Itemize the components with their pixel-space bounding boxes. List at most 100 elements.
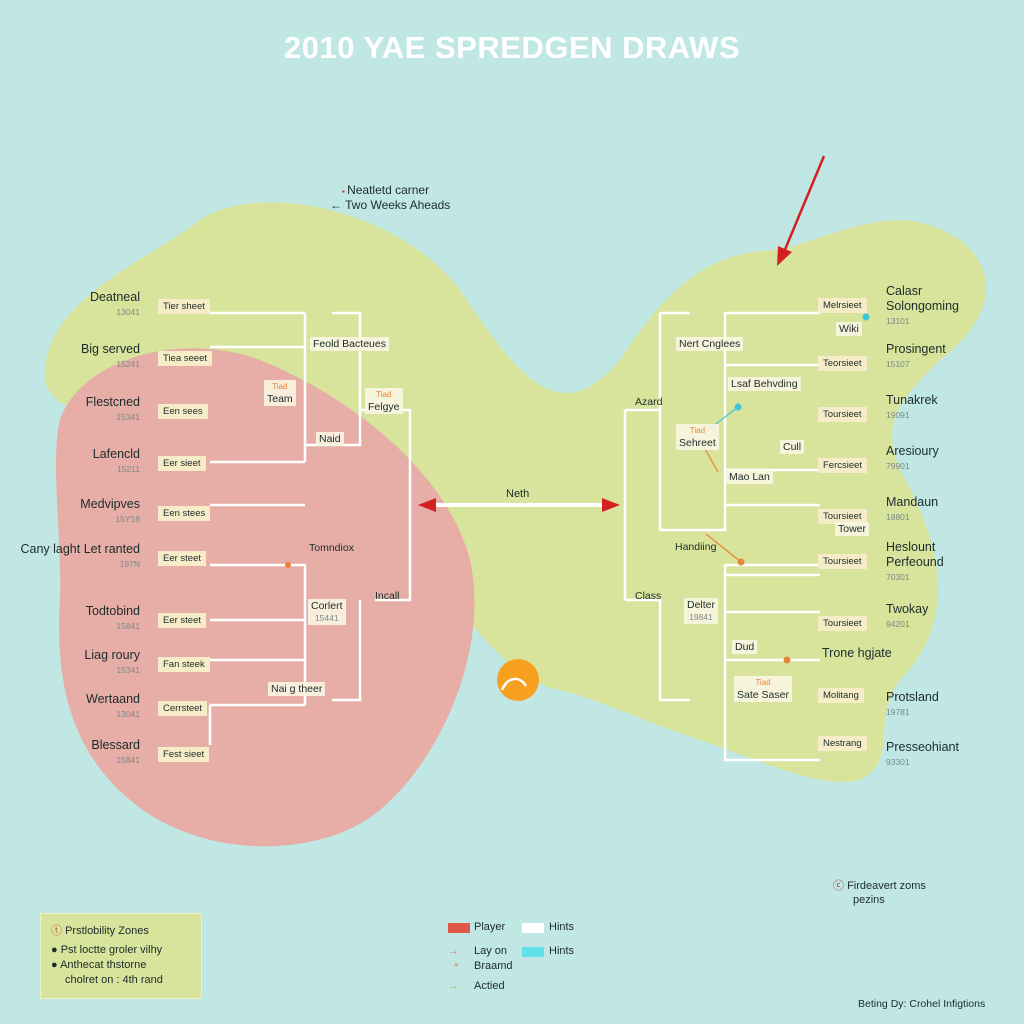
round-text: Sehreet bbox=[679, 437, 716, 449]
tag-text: Eer sieet bbox=[163, 458, 201, 469]
round-text: Wiki bbox=[839, 323, 859, 335]
round-label: Tiad Sehreet bbox=[676, 424, 719, 450]
tier-tag: Nestrang bbox=[818, 736, 867, 751]
player-swatch bbox=[448, 923, 470, 933]
round-text: Delter bbox=[687, 599, 716, 611]
player-name: Protsland 19781 bbox=[886, 690, 1006, 720]
round-label: Nert Cnglees bbox=[676, 337, 744, 351]
legend-title: ⓣ Prstlobility Zones bbox=[51, 925, 149, 937]
tag-text: Teorsieet bbox=[823, 358, 862, 369]
player-name: Presseohiant 93301 bbox=[886, 740, 1006, 770]
tag-text: Fest sieet bbox=[163, 749, 205, 760]
round-label: Mao Lan bbox=[726, 470, 773, 484]
tag-text: Een sees bbox=[163, 406, 203, 417]
seed: 13101 bbox=[886, 316, 910, 326]
seed: 79901 bbox=[886, 461, 910, 471]
player-name-text: Deatneal bbox=[89, 290, 140, 304]
player-name-text: Medvipves bbox=[80, 497, 140, 511]
round-label: Corlert 15441 bbox=[308, 599, 346, 625]
player-name: Twokay 94201 bbox=[886, 602, 1006, 632]
player-name-text: Trone hgjate bbox=[822, 646, 892, 660]
seed: 15241 bbox=[116, 359, 140, 369]
player-name: Deatneal 13041 bbox=[90, 290, 140, 320]
player-name-text: Presseohiant bbox=[886, 740, 959, 754]
tag-text: Fan steek bbox=[163, 659, 205, 670]
round-label: Tiad Team bbox=[264, 380, 296, 406]
tag-text: Tiea seeet bbox=[163, 353, 208, 364]
center-label: Neth bbox=[506, 488, 530, 500]
red-pointer-arrow bbox=[777, 155, 826, 266]
player-name: Prosingent 15107 bbox=[886, 342, 1006, 372]
page-title: 2010 YAE SPREDGEN DRAWS bbox=[283, 30, 740, 65]
seed: 13041 bbox=[116, 709, 140, 719]
center-arrow bbox=[418, 498, 620, 512]
probability-zones-legend: ⓣ Prstlobility Zones ● Pst loctte groler… bbox=[40, 913, 202, 999]
player-name-text: Cany laght Let ranted bbox=[20, 542, 140, 556]
seed: 15841 bbox=[116, 755, 140, 765]
player-name-text: Twokay bbox=[886, 602, 929, 616]
seed: 19781 bbox=[886, 707, 910, 717]
round-text: Dud bbox=[735, 641, 755, 653]
seed: 19091 bbox=[886, 410, 910, 420]
player-name-text: Blessard bbox=[91, 738, 140, 752]
player-name: Aresioury 79901 bbox=[886, 444, 1006, 474]
round-text: Corlert bbox=[311, 600, 343, 612]
player-name: Liag roury 15341 bbox=[84, 648, 140, 678]
round-text: Team bbox=[267, 393, 293, 405]
tier-tag: Een sees bbox=[158, 404, 208, 419]
round-text: Tomndiox bbox=[309, 542, 354, 554]
player-name-text: Protsland bbox=[886, 690, 939, 704]
round-label: Incall bbox=[372, 589, 403, 603]
round-label: Feold Bacteues bbox=[310, 337, 389, 351]
seed: 93301 bbox=[886, 757, 910, 767]
player-name: Todtobind 15841 bbox=[86, 604, 140, 634]
player-name-text: Liag roury bbox=[84, 648, 140, 662]
legend-item: ● Anthecat thstorne bbox=[51, 959, 147, 971]
round-note: Tiad bbox=[376, 390, 392, 399]
hints-swatch bbox=[522, 923, 544, 933]
round-text: Handiing bbox=[675, 541, 717, 553]
round-label: Class bbox=[632, 589, 664, 603]
seed: 15341 bbox=[116, 665, 140, 675]
tier-tag: Tier sheet bbox=[158, 299, 210, 314]
tier-tag: Tiea seeet bbox=[158, 351, 213, 366]
tier-tag: Fest sieet bbox=[158, 747, 210, 762]
annotation-arrow-note: ← Two Weeks Aheads bbox=[330, 198, 451, 212]
round-text: Class bbox=[635, 590, 662, 602]
player-name-text: Big served bbox=[80, 342, 140, 356]
tier-tag: Eer steet bbox=[158, 551, 207, 566]
round-text: Cull bbox=[783, 441, 802, 453]
tag-text: Melrsieet bbox=[823, 300, 862, 311]
tier-tag: Melrsieet bbox=[818, 298, 867, 313]
tag-text: Tier sheet bbox=[163, 301, 205, 312]
round-text: Incall bbox=[375, 590, 400, 602]
player-name-text: Wertaand bbox=[86, 692, 140, 706]
player-name-text: Todtobind bbox=[85, 604, 140, 618]
seed: 18801 bbox=[886, 512, 910, 522]
player-name: Trone hgjate bbox=[822, 646, 942, 661]
player-name-text: Lafencld bbox=[92, 447, 140, 461]
legend-right-line2: pezins bbox=[853, 894, 885, 906]
tier-tag: Eer sieet bbox=[158, 456, 206, 471]
seed: 197N bbox=[119, 559, 140, 569]
round-text: Lsaf Behvding bbox=[731, 378, 798, 390]
round-label: Tiad Felgye bbox=[365, 388, 403, 414]
player-name: Cany laght Let ranted 197N bbox=[20, 542, 140, 572]
seed: 15341 bbox=[116, 412, 140, 422]
player-name: Blessard 15841 bbox=[91, 738, 140, 768]
round-text: Mao Lan bbox=[729, 471, 770, 483]
seed: 15841 bbox=[116, 621, 140, 631]
annotation-note: ▪ Neatletd carner bbox=[342, 183, 430, 197]
round-text: Feold Bacteues bbox=[313, 338, 386, 350]
round-text: Azard bbox=[635, 396, 663, 408]
seed: 15211 bbox=[116, 464, 140, 474]
round-note: Tiad bbox=[755, 678, 771, 687]
legend-hints: Hints bbox=[549, 921, 575, 933]
tag-text: Fercsieet bbox=[823, 460, 863, 471]
round-label: Handiing bbox=[672, 540, 719, 554]
round-label: Tower bbox=[835, 522, 870, 536]
player-name-text: Mandaun bbox=[886, 495, 939, 509]
round-label: Cull bbox=[780, 440, 805, 454]
tag-text: Cerrsteet bbox=[163, 703, 203, 714]
